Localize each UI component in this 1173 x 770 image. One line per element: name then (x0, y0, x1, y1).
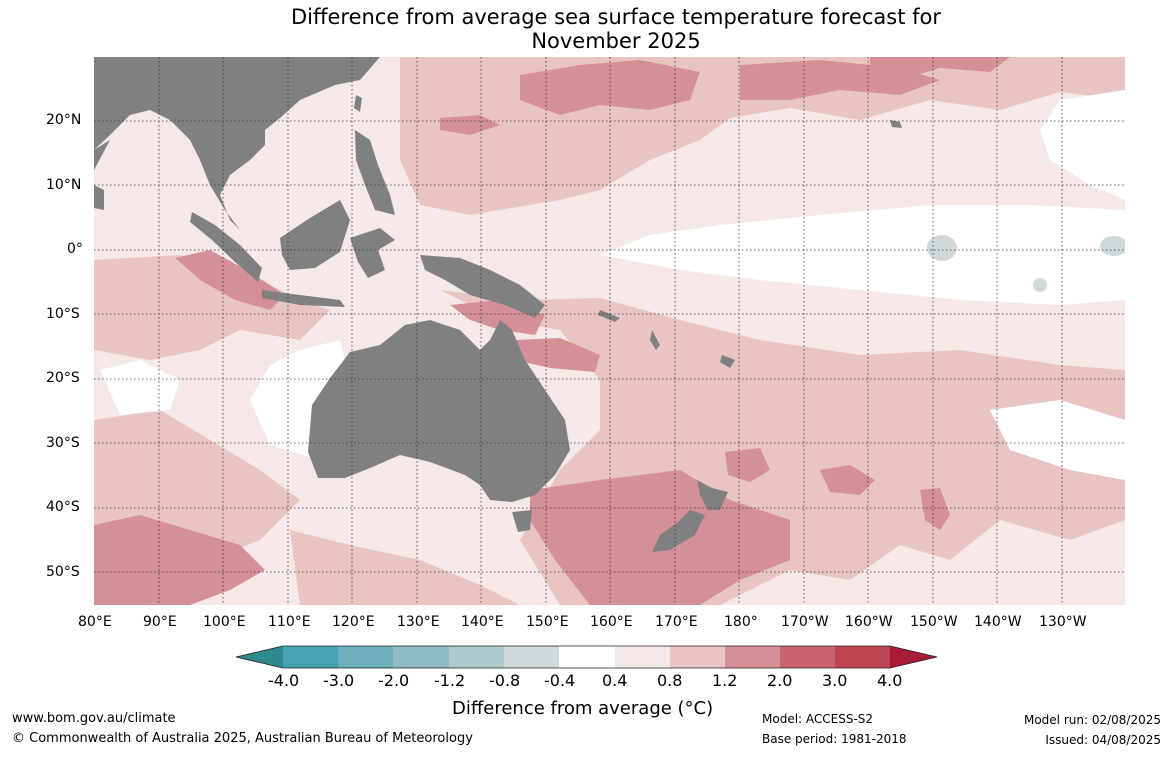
anomaly-strong-patch (870, 57, 1010, 80)
lat-label: 40°S (46, 499, 80, 515)
colorbar-tick-label: -0.4 (544, 671, 576, 690)
lat-label: 0° (67, 241, 83, 257)
land-new-zealand-north (697, 480, 728, 510)
land-india-tip (94, 140, 110, 170)
footer-website[interactable]: www.bom.gov.au/climate (12, 711, 176, 726)
lon-label: 170°E (655, 614, 698, 630)
colorbar-bin (559, 646, 615, 668)
anomaly-strong-patch (94, 515, 265, 605)
anomaly-strong-patch (515, 338, 600, 372)
lon-label: 110°E (268, 614, 311, 630)
lon-label: 130°E (397, 614, 440, 630)
anomaly-strong-patch (440, 115, 500, 135)
colorbar-high-extend (890, 646, 937, 668)
map-plot-area (94, 57, 1125, 605)
colorbar-bin (504, 646, 559, 668)
cool-anomaly-patch (1033, 278, 1047, 292)
cool-anomaly-patch (927, 235, 957, 261)
footer-copyright: © Commonwealth of Australia 2025, Austra… (12, 731, 473, 746)
lon-label: 150°W (910, 614, 958, 630)
land-tasmania (512, 510, 532, 532)
lon-label: 140°E (461, 614, 504, 630)
anomaly-region-tasman (290, 530, 520, 605)
anomaly-region-indian-ocean (94, 255, 330, 360)
map-title: Difference from average sea surface temp… (0, 5, 1173, 53)
anomaly-strong-patch (175, 250, 285, 310)
colorbar-low-extend (236, 646, 283, 668)
land-taiwan (354, 95, 362, 112)
colorbar-tick-label: -3.0 (323, 671, 355, 690)
cool-anomaly-patch (1100, 236, 1125, 256)
lat-label: 10°S (46, 306, 80, 322)
colorbar-bin (835, 646, 890, 668)
lat-label: 20°N (46, 112, 82, 128)
land-sri-lanka (94, 185, 104, 210)
footer-model: Model: ACCESS-S2 (762, 712, 874, 726)
anomaly-strong-patch (920, 488, 950, 530)
colorbar-bin (283, 646, 338, 668)
land-australia (308, 320, 570, 502)
land-new-zealand-south (652, 510, 705, 552)
map-title-line2: November 2025 (531, 29, 701, 53)
anomaly-strong-patch (725, 448, 770, 482)
colorbar-bin (393, 646, 449, 668)
colorbar-tick-label: 0.4 (602, 671, 628, 690)
anomaly-strong-patch (520, 60, 700, 115)
land-java (262, 290, 345, 307)
lon-label: 180° (724, 614, 758, 630)
footer-base-period: Base period: 1981-2018 (762, 732, 907, 746)
land-sulawesi (350, 228, 395, 278)
neutral-region-patch (100, 360, 180, 415)
lon-label: 120°E (332, 614, 375, 630)
neutral-region-patch (1040, 90, 1125, 200)
colorbar-tick-label: -4.0 (268, 671, 300, 690)
colorbar-tick-label: -1.2 (434, 671, 466, 690)
colorbar-tick-label: 3.0 (822, 671, 848, 690)
lat-label: 50°S (46, 564, 80, 580)
lon-label: 140°W (974, 614, 1022, 630)
footer-model-run: Model run: 02/08/2025 (1023, 713, 1161, 727)
colorbar-tick-label: 0.8 (657, 671, 683, 690)
lon-label: 130°W (1039, 614, 1087, 630)
map-graticule (94, 57, 1125, 605)
land-borneo (280, 200, 350, 270)
neutral-region-patch (990, 400, 1125, 480)
lon-label: 100°E (203, 614, 246, 630)
lon-label: 160°W (845, 614, 893, 630)
land-new-guinea (420, 255, 545, 318)
colorbar (235, 645, 938, 669)
colorbar-bin (338, 646, 393, 668)
land-pacific-islands (598, 310, 735, 368)
neutral-region-equatorial (600, 205, 1125, 305)
land-philippines (355, 130, 395, 215)
lon-label: 170°W (781, 614, 829, 630)
lat-label: 30°S (46, 435, 80, 451)
colorbar-bin (449, 646, 504, 668)
lon-label: 150°E (526, 614, 569, 630)
colorbar-bin (725, 646, 780, 668)
anomaly-strong-patch (820, 465, 875, 495)
colorbar-tick-label: -0.8 (489, 671, 521, 690)
colorbar-tick-label: 4.0 (877, 671, 903, 690)
footer-issued: Issued: 04/08/2025 (1045, 733, 1161, 747)
lon-label: 160°E (590, 614, 633, 630)
lat-label: 20°S (46, 370, 80, 386)
colorbar-tick-label: 2.0 (767, 671, 793, 690)
lon-label: 90°E (143, 614, 177, 630)
colorbar-title: Difference from average (°C) (452, 698, 714, 719)
land-sumatra (190, 212, 262, 282)
colorbar-tick-label: 1.2 (712, 671, 738, 690)
colorbar-bin (615, 646, 670, 668)
lat-label: 10°N (46, 177, 82, 193)
land-asia (94, 57, 380, 230)
land-hawaii (890, 120, 902, 128)
lon-label: 80°E (78, 614, 112, 630)
colorbar-tick-label: -2.0 (378, 671, 410, 690)
colorbar-bin (780, 646, 835, 668)
map-title-line1: Difference from average sea surface temp… (291, 5, 941, 29)
colorbar-bin (670, 646, 725, 668)
colorbar-outline (235, 645, 938, 669)
